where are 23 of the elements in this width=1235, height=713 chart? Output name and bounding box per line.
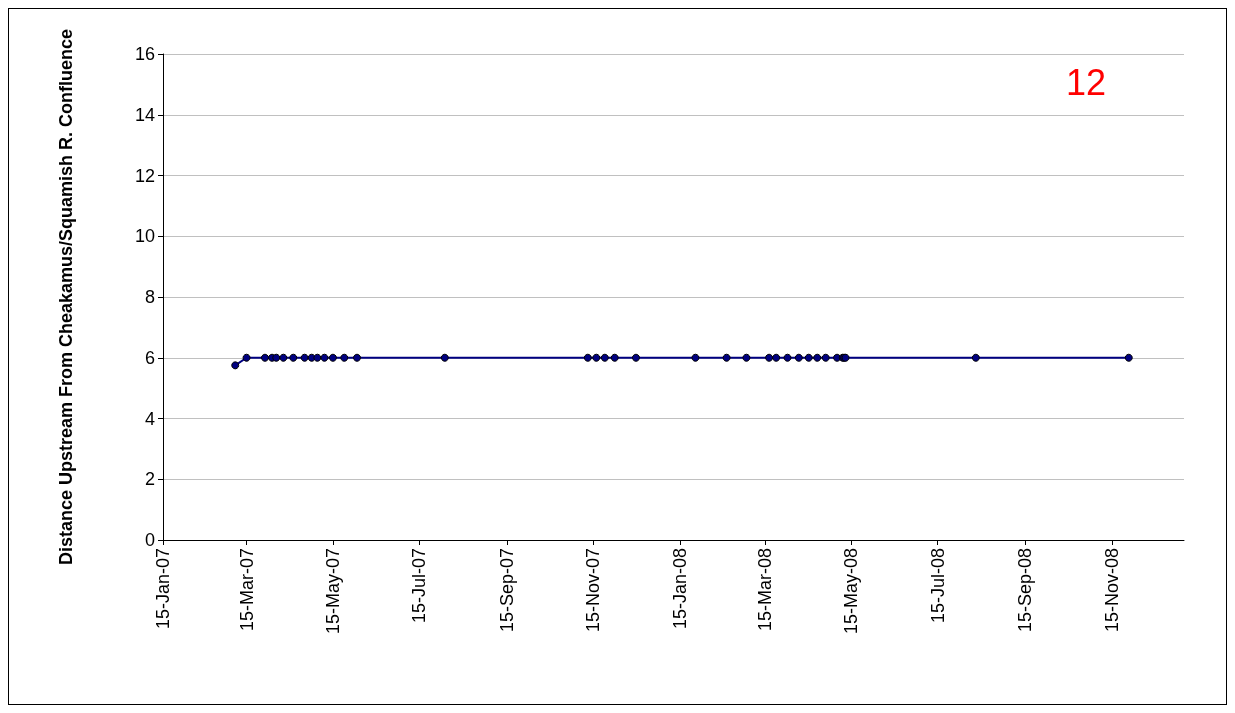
x-tick-label: 15-May-08 bbox=[841, 548, 862, 635]
x-tick-label: 15-Jan-08 bbox=[669, 548, 690, 630]
x-tick-label: 15-Mar-08 bbox=[754, 548, 775, 632]
x-tick-label: 15-Sep-07 bbox=[497, 548, 518, 633]
y-axis-title: Distance Upstream From Cheakamus/Squamish R. Confluence bbox=[56, 28, 76, 566]
x-tick-label: 15-Sep-08 bbox=[1015, 548, 1036, 633]
x-tick-label: 15-Mar-07 bbox=[236, 548, 257, 632]
annotation: 12 bbox=[1065, 61, 1106, 103]
y-tick-label: 14 bbox=[134, 104, 155, 125]
x-tick-label: 15-Nov-07 bbox=[583, 548, 604, 633]
y-tick-label: 10 bbox=[134, 226, 155, 247]
x-tick-label: 15-May-07 bbox=[322, 548, 343, 635]
y-tick-label: 8 bbox=[144, 287, 155, 307]
y-tick-label: 16 bbox=[134, 44, 155, 64]
y-tick-label: 0 bbox=[144, 530, 155, 550]
x-tick-label: 15-Jul-07 bbox=[409, 548, 430, 624]
y-tick-label: 12 bbox=[134, 165, 155, 186]
x-tick-label: 15-Jan-07 bbox=[153, 548, 173, 630]
y-tick-label: 2 bbox=[144, 469, 155, 490]
x-tick-label: 15-Nov-08 bbox=[1101, 548, 1122, 633]
y-tick-label: 6 bbox=[144, 347, 155, 368]
x-tick-label: 15-Jul-08 bbox=[927, 548, 948, 624]
y-tick-label: 4 bbox=[144, 408, 155, 429]
